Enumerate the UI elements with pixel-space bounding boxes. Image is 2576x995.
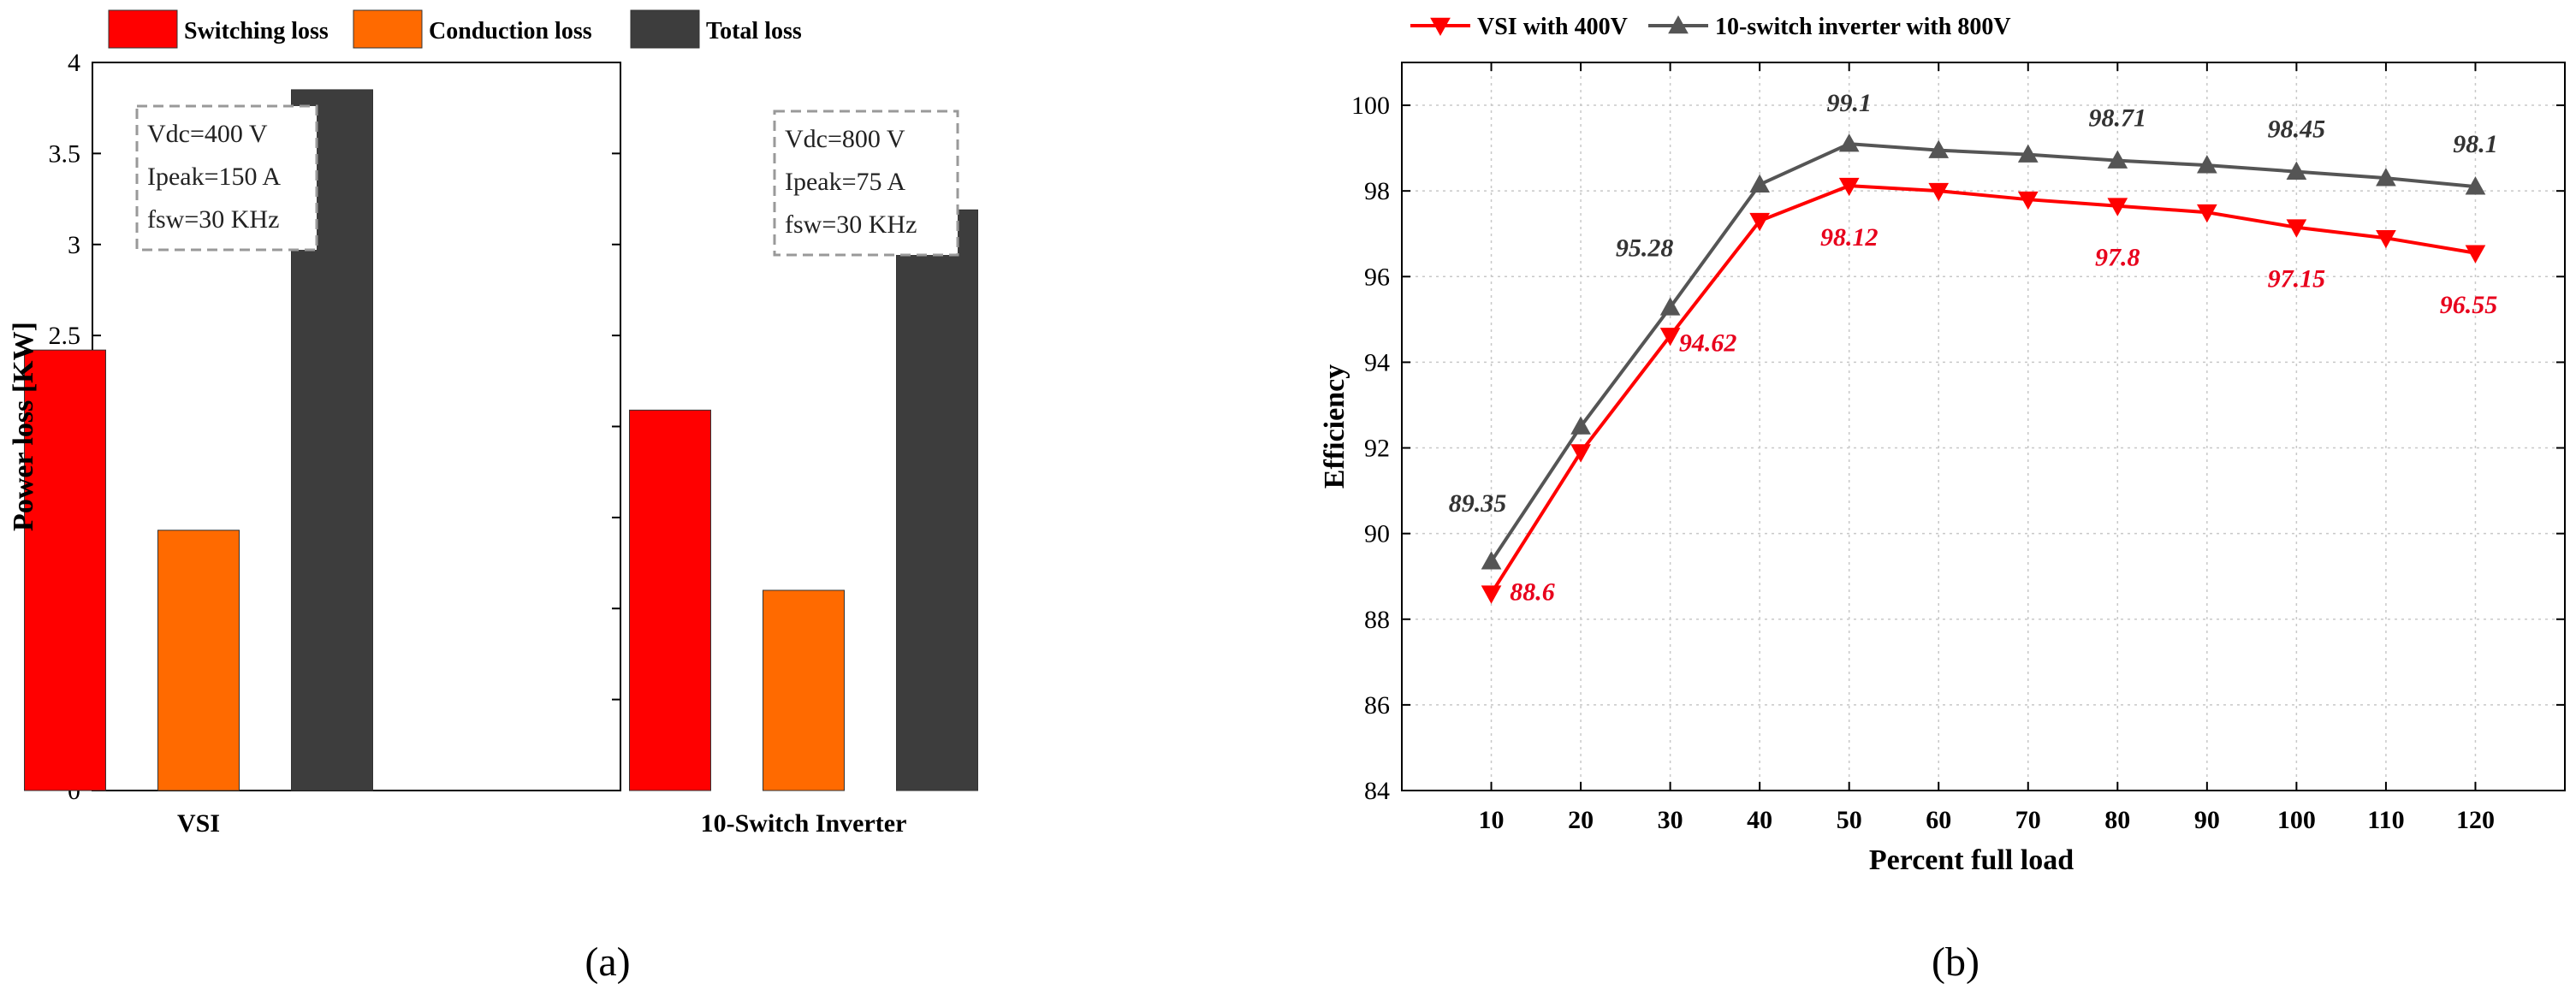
data-point-10-switch [2196, 155, 2217, 174]
bar-switching-loss-10-switch [629, 409, 711, 791]
panel-caption: (a) [585, 939, 630, 985]
legend-swatch [108, 9, 178, 49]
parameter-text: Ipeak=75 A [785, 168, 905, 196]
data-point-10-switch [1481, 551, 1502, 570]
data-point-10-switch [1838, 133, 1860, 152]
x-tick-label: 110 [2367, 806, 2404, 834]
y-tick-label: 92 [1364, 435, 1390, 463]
data-point-10-switch [1749, 174, 1771, 192]
data-point-vsi [2286, 219, 2307, 238]
data-point-10-switch [2286, 161, 2307, 180]
data-point-vsi [2376, 229, 2396, 249]
panel-caption: (b) [1932, 939, 1979, 985]
plot-frame [1401, 62, 2566, 791]
legend-marker [1430, 17, 1451, 37]
y-tick-label: 3.5 [49, 139, 81, 168]
data-label-vsi: 96.55 [2440, 291, 2498, 319]
series-line-10-switch [1489, 142, 2476, 563]
data-label-10-switch: 98.1 [2453, 130, 2498, 158]
data-point-vsi [1570, 444, 1591, 463]
x-tick-label: 50 [1837, 806, 1862, 834]
data-point-vsi [1928, 182, 1950, 202]
x-tick-label: 90 [2194, 806, 2220, 834]
data-point-10-switch [1928, 139, 1950, 158]
y-tick-label: 100 [1351, 92, 1390, 120]
data-label-vsi: 98.12 [1820, 223, 1879, 252]
data-point-vsi [1481, 585, 1502, 604]
bar-total-loss-vsi [291, 89, 373, 791]
data-label-vsi: 97.15 [2268, 265, 2326, 293]
parameter-box [135, 104, 318, 252]
x-tick-label: 10-Switch Inverter [701, 809, 907, 838]
y-tick-label: 4 [68, 49, 80, 77]
data-label-vsi: 94.62 [1679, 329, 1737, 357]
x-tick-label: 60 [1926, 806, 1951, 834]
legend-marker [1668, 15, 1689, 34]
x-tick-label: 20 [1568, 806, 1594, 834]
y-tick-label: 2.5 [49, 322, 81, 350]
legend-label: Switching loss [184, 18, 329, 44]
data-point-10-switch [2017, 144, 2039, 163]
x-tick-label: 30 [1658, 806, 1683, 834]
data-point-vsi [1749, 212, 1771, 232]
x-tick-label: 40 [1747, 806, 1772, 834]
legend-label: Total loss [706, 18, 802, 44]
bar-total-loss-10-switch [896, 209, 978, 791]
data-label-vsi: 97.8 [2095, 244, 2140, 272]
legend-swatch [353, 9, 423, 49]
data-point-10-switch [2465, 176, 2486, 195]
y-tick-label: 88 [1364, 606, 1390, 634]
data-point-10-switch [1570, 416, 1591, 435]
x-tick-label: 70 [2015, 806, 2041, 834]
legend-label: 10-switch inverter with 800V [1715, 14, 2011, 40]
parameter-text: Vdc=400 V [147, 120, 268, 148]
data-point-10-switch [2376, 168, 2396, 187]
x-axis-title: Percent full load [1869, 844, 2074, 876]
y-tick-label: 84 [1364, 777, 1390, 805]
parameter-text: Ipeak=150 A [147, 163, 281, 191]
legend-label: Conduction loss [429, 18, 592, 44]
data-label-10-switch: 95.28 [1616, 234, 1674, 262]
data-label-10-switch: 98.71 [2089, 104, 2147, 133]
bar-conduction-loss-10-switch [763, 589, 845, 791]
data-point-10-switch [2107, 150, 2128, 169]
x-tick-label: 120 [2456, 806, 2495, 834]
data-point-vsi [1659, 328, 1681, 346]
data-point-vsi [2465, 245, 2486, 264]
series-line-vsi [1489, 184, 2476, 595]
legend-swatch [630, 9, 700, 49]
parameter-text: Vdc=800 V [785, 125, 905, 153]
legend-label: VSI with 400V [1477, 14, 1628, 40]
x-tick-label: 100 [2277, 806, 2316, 834]
y-tick-label: 96 [1364, 263, 1390, 291]
y-tick-label: 3 [68, 231, 80, 259]
parameter-text: fsw=30 KHz [147, 205, 279, 234]
data-label-vsi: 88.6 [1510, 578, 1555, 607]
bar-switching-loss-vsi [24, 349, 106, 791]
y-tick-label: 86 [1364, 691, 1390, 720]
data-label-10-switch: 89.35 [1449, 489, 1507, 518]
x-tick-label: 80 [2104, 806, 2130, 834]
data-point-vsi [2017, 191, 2039, 210]
data-label-10-switch: 98.45 [2268, 115, 2326, 144]
parameter-text: fsw=30 KHz [785, 210, 917, 239]
y-axis-title: Power loss [KW] [8, 322, 39, 531]
x-tick-label: VSI [177, 809, 220, 838]
data-point-10-switch [1659, 297, 1681, 316]
data-point-vsi [2196, 204, 2217, 223]
parameter-box [773, 110, 959, 257]
y-tick-label: 90 [1364, 520, 1390, 548]
data-point-vsi [1838, 177, 1860, 197]
bar-conduction-loss-vsi [157, 530, 240, 791]
data-point-vsi [2107, 198, 2128, 216]
y-tick-label: 94 [1364, 348, 1390, 376]
panel-b-line-chart: 84 86 88 90 92 94 96 98 100 10 20 30 40 50 60 70 80 90 100… [1319, 14, 2566, 985]
y-tick-label: 98 [1364, 177, 1390, 205]
x-tick-label: 10 [1479, 806, 1505, 834]
data-label-10-switch: 99.1 [1826, 89, 1872, 117]
y-axis-title: Efficiency [1319, 364, 1350, 489]
